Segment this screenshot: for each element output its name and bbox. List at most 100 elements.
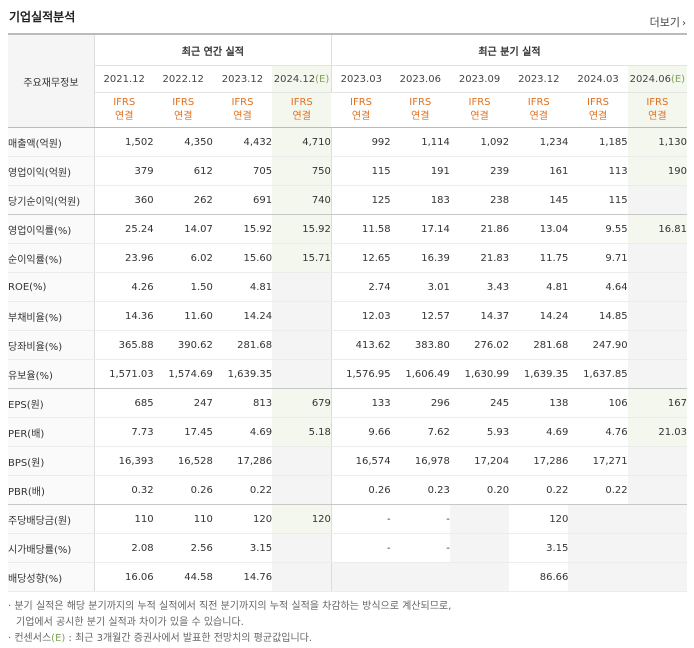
table-cell: 120 (509, 504, 569, 534)
table-cell: 16,978 (390, 446, 450, 476)
ifrs-header: IFRS 연결 (390, 92, 450, 128)
table-cell: 0.22 (509, 475, 569, 505)
table-cell: 14.07 (153, 214, 213, 244)
table-cell: 4.76 (568, 417, 628, 447)
footnotes: · 분기 실적은 해당 분기까지의 누적 실적에서 직전 분기까지의 누적 실적… (8, 599, 451, 647)
consolidated-label: 연결 (411, 111, 430, 122)
table-cell: 23.96 (94, 243, 154, 273)
table-cell: 86.66 (509, 562, 569, 592)
table-cell (272, 330, 332, 360)
row-header: 주요재무정보 (8, 33, 95, 128)
table-cell: 7.62 (390, 417, 450, 447)
table-cell: 14.85 (568, 301, 628, 331)
table-row: 당기순이익(억원) 360 262 691 740 125 183 238 145 115 (8, 185, 687, 215)
table-row: EPS(원) 685 247 813 679 133 296 245 138 106 167 (8, 388, 687, 418)
table-row: 시가배당률(%) 2.08 2.56 3.15- -3.15 (8, 533, 687, 563)
table-cell: 133 (330, 388, 391, 418)
table-cell: 4.69 (509, 417, 569, 447)
table-cell (627, 504, 687, 534)
period-header: 2023.09 (449, 65, 510, 93)
table-cell: 110 (153, 504, 213, 534)
period-header: 2023.12 (212, 65, 273, 93)
table-cell: 14.37 (449, 301, 510, 331)
table-cell (449, 504, 510, 534)
table-cell: 145 (509, 185, 569, 215)
table-cell (272, 533, 332, 563)
consolidated-label: 연결 (588, 111, 608, 122)
table-cell: 281.68 (509, 330, 569, 360)
table-cell: 0.22 (212, 475, 273, 505)
table-row: PBR(배) 0.32 0.26 0.22 0.26 0.23 0.20 0.22 0.22 (8, 475, 687, 505)
table-cell: 276.02 (449, 330, 510, 360)
period-header: 2024.06(E) (627, 65, 687, 93)
table-cell: 167 (627, 388, 687, 418)
table-cell (568, 562, 628, 592)
table-cell: 21.03 (627, 417, 687, 447)
table-cell (627, 446, 687, 476)
row-label: 영업이익(억원) (8, 156, 95, 186)
table-cell (627, 359, 687, 389)
row-label: 영업이익률(%) (8, 214, 95, 244)
table-row: 영업이익(억원) 379 612 705 750 115 191 239 161 113 190 (8, 156, 687, 186)
table-cell: 379 (94, 156, 154, 186)
table-cell: 15.92 (212, 214, 273, 244)
ifrs-header: IFRS 연결 (509, 92, 569, 128)
group-quarterly: 최근 분기 실적 (330, 33, 687, 66)
footnote-2-prefix: 컨센서스 (14, 633, 52, 644)
row-label: PER(배) (8, 417, 95, 447)
panel-title: 기업실적분석 (9, 10, 76, 24)
table-cell: 245 (449, 388, 510, 418)
table-cell: 2.56 (153, 533, 213, 563)
table-cell: - (330, 533, 391, 563)
table-cell: 21.83 (449, 243, 510, 273)
consolidated-label: 연결 (115, 111, 134, 122)
table-cell: 685 (94, 388, 154, 418)
table-cell: 691 (212, 185, 273, 215)
table-cell (568, 504, 628, 534)
table-cell: 6.02 (153, 243, 213, 273)
table-row: 순이익률(%) 23.96 6.02 15.60 15.71 12.65 16.39 21.8… (8, 243, 687, 273)
table-cell: 1,571.03 (94, 359, 154, 389)
table-cell: 14.24 (509, 301, 569, 331)
more-link[interactable]: 더보기 › (650, 14, 686, 30)
table-cell: 17,286 (212, 446, 273, 476)
table-cell (449, 562, 510, 592)
table-row: 주당배당금(원) 110 110 120 120- -120 (8, 504, 687, 534)
ifrs-header: IFRS 연결 (449, 92, 510, 128)
table-cell (568, 533, 628, 563)
group-annual: 최근 연간 실적 (94, 33, 332, 66)
period-label: 2024.06 (629, 73, 671, 85)
table-cell: 110 (94, 504, 154, 534)
table-cell: 1,574.69 (153, 359, 213, 389)
table-cell: 115 (568, 185, 628, 215)
table-cell: 4.64 (568, 272, 628, 302)
table-row: 매출액(억원) 1,502 4,350 4,432 4,710 992 1,114 1,092… (8, 127, 687, 157)
footnote-1-cont-text: 기업에서 공시한 분기 실적과 차이가 있을 수 있습니다. (16, 617, 244, 628)
table-cell: 1,234 (509, 127, 569, 157)
row-label: 배당성향(%) (8, 562, 95, 592)
table-cell: 2.08 (94, 533, 154, 563)
table-cell: 12.03 (330, 301, 391, 331)
table-cell: 238 (449, 185, 510, 215)
table-cell: 705 (212, 156, 273, 186)
table-cell: 5.93 (449, 417, 510, 447)
estimate-mark: (E) (670, 73, 686, 85)
table-cell: 14.76 (212, 562, 273, 592)
row-label: PBR(배) (8, 475, 95, 505)
table-cell (449, 533, 510, 563)
consolidated-label: 연결 (233, 111, 252, 122)
table-cell: 3.01 (390, 272, 450, 302)
table-cell: 0.26 (153, 475, 213, 505)
table-cell: 4.81 (212, 272, 273, 302)
table-cell: 750 (272, 156, 332, 186)
table-cell: 17,204 (449, 446, 510, 476)
table-cell: 9.55 (568, 214, 628, 244)
table-cell (272, 301, 332, 331)
table-cell: 191 (390, 156, 450, 186)
table-cell: 4.69 (212, 417, 273, 447)
period-header: 2021.12 (94, 65, 154, 93)
table-cell: 2.74 (330, 272, 391, 302)
row-label: 부채비율(%) (8, 301, 95, 331)
table-cell: 13.04 (509, 214, 569, 244)
table-cell: 1,185 (568, 127, 628, 157)
